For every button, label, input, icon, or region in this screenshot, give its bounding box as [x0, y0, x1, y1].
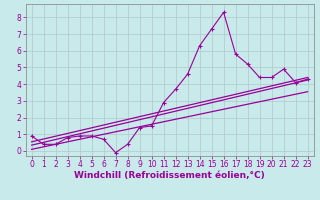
X-axis label: Windchill (Refroidissement éolien,°C): Windchill (Refroidissement éolien,°C): [74, 171, 265, 180]
